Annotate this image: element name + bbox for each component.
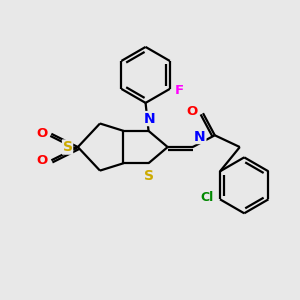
Text: O: O xyxy=(187,105,198,118)
Text: S: S xyxy=(63,140,73,154)
Text: F: F xyxy=(175,84,184,97)
Text: S: S xyxy=(143,169,154,182)
Text: O: O xyxy=(37,127,48,140)
Text: N: N xyxy=(194,130,206,143)
Text: N: N xyxy=(144,112,156,126)
Text: O: O xyxy=(37,154,48,167)
Text: Cl: Cl xyxy=(200,191,214,204)
